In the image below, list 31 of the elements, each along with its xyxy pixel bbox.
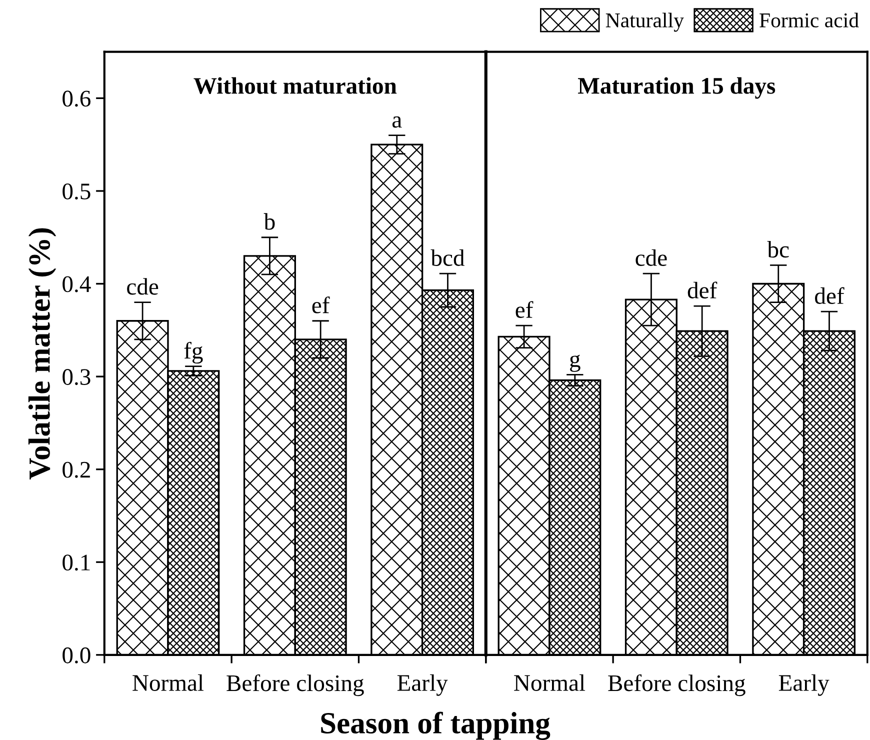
x-tick-label: Normal [132,674,204,691]
y-tick-label: 0.0 [62,647,90,664]
data-label: a [392,116,402,128]
x-tick-label: Early [397,674,448,696]
data-label: cde [636,249,667,266]
data-label: fg [184,342,203,364]
y-tick-label: 0.4 [62,276,91,292]
legend-label: Formic acid [760,12,859,28]
data-label: def [688,282,718,298]
text: Without maturation [194,77,397,94]
data-label: def [815,287,844,304]
data-label: ef [516,301,534,318]
y-tick-label: 0.2 [62,462,90,478]
text: Maturation 15 days [578,77,776,99]
y-tick-label: 0.1 [62,554,90,571]
y-tick-label: 0.6 [62,90,90,107]
x-tick-label: Before closing [608,674,746,696]
x-tick-label: Before closing [226,674,364,696]
data-label: bc [767,241,789,258]
data-label: bcd [430,249,464,266]
y-tick-label: 0.5 [62,183,90,200]
data-label: b [264,213,275,230]
x-tick-label: Normal [514,674,586,691]
data-label: cde [127,278,158,295]
legend-label: Naturally [606,12,684,32]
y-tick-label: 0.3 [62,369,90,386]
data-label: ef [312,296,330,314]
y-axis-title: Volatile matter (%) [28,228,56,480]
x-axis-title: Season of tapping [321,712,550,740]
x-tick-label: Early [778,674,830,696]
data-label: g [570,354,580,372]
